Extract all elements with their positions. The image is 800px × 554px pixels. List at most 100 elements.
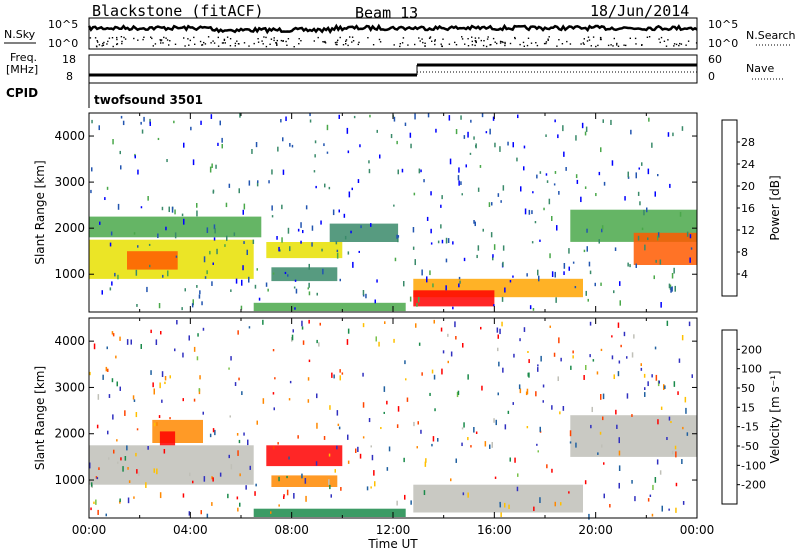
echo-speckle xyxy=(536,443,538,446)
echo-speckle xyxy=(538,275,540,282)
echo-speckle xyxy=(143,116,145,122)
echo-speckle xyxy=(455,129,458,135)
echo-speckle xyxy=(617,322,620,328)
echo-speckle xyxy=(117,274,119,280)
echo-speckle xyxy=(237,330,239,335)
noise-search-point xyxy=(474,37,477,39)
noise-search-point xyxy=(673,43,676,45)
echo-speckle xyxy=(161,399,163,403)
echo-speckle xyxy=(412,246,415,250)
echo-band xyxy=(266,445,343,467)
echo-speckle xyxy=(415,323,417,328)
echo-speckle xyxy=(210,114,213,119)
noise-search-point xyxy=(103,41,105,44)
echo-speckle xyxy=(465,164,467,168)
noise-search-point xyxy=(257,38,259,40)
echo-speckle xyxy=(322,268,324,275)
echo-speckle xyxy=(344,235,347,240)
echo-speckle xyxy=(661,505,663,512)
echo-speckle xyxy=(461,427,464,430)
echo-speckle xyxy=(618,437,620,444)
echo-speckle xyxy=(426,216,429,221)
echo-speckle xyxy=(111,281,113,286)
echo-speckle xyxy=(329,405,331,410)
noise-search-point xyxy=(471,40,473,43)
noise-search-point xyxy=(162,42,164,44)
noise-search-point xyxy=(287,38,290,40)
noise-search-point xyxy=(399,43,401,45)
echo-speckle xyxy=(470,119,472,123)
echo-speckle xyxy=(509,280,512,283)
echo-speckle xyxy=(330,494,332,498)
noise-search-point xyxy=(379,41,382,43)
noise-search-point xyxy=(402,37,405,39)
echo-speckle xyxy=(272,272,275,275)
echo-speckle xyxy=(97,509,99,515)
echo-speckle xyxy=(318,342,320,347)
echo-speckle xyxy=(562,406,565,411)
noise-search-point xyxy=(300,40,302,42)
echo-speckle xyxy=(350,230,352,234)
x-tick-label: 20:00 xyxy=(578,523,613,537)
echo-speckle xyxy=(598,171,601,176)
noise-search-point xyxy=(588,39,591,41)
echo-speckle xyxy=(458,167,460,173)
echo-speckle xyxy=(98,467,100,471)
noise-search-point xyxy=(424,42,426,44)
noise-search-point xyxy=(160,42,162,44)
echo-band xyxy=(253,302,406,312)
echo-speckle xyxy=(672,132,674,137)
echo-band xyxy=(271,267,338,282)
noise-search-point xyxy=(334,41,337,44)
echo-speckle xyxy=(457,175,460,181)
echo-speckle xyxy=(140,121,142,125)
echo-speckle xyxy=(520,186,522,192)
echo-speckle xyxy=(626,356,628,359)
echo-speckle xyxy=(423,179,425,183)
echo-speckle xyxy=(688,321,691,327)
noise-search-point xyxy=(442,38,444,40)
echo-speckle xyxy=(192,159,195,166)
echo-speckle xyxy=(480,326,482,330)
echo-speckle xyxy=(512,402,514,405)
noise-search-point xyxy=(499,40,502,43)
echo-speckle xyxy=(396,140,398,145)
echo-speckle xyxy=(255,483,257,487)
velocity-colorbar-tick-label: -100 xyxy=(741,459,766,472)
x-axis-label: Time UT xyxy=(367,537,418,551)
echo-speckle xyxy=(611,355,614,360)
echo-speckle xyxy=(274,377,276,380)
echo-speckle xyxy=(666,320,669,326)
noise-search-point xyxy=(561,43,564,45)
echo-speckle xyxy=(553,352,556,357)
echo-speckle xyxy=(633,334,635,339)
noise-search-point xyxy=(203,41,205,44)
echo-speckle xyxy=(539,497,541,504)
echo-speckle xyxy=(196,285,198,288)
noise-search-point xyxy=(613,37,615,40)
echo-speckle xyxy=(644,244,646,251)
echo-speckle xyxy=(674,445,677,450)
echo-speckle xyxy=(384,321,386,324)
noise-search-point xyxy=(212,40,214,42)
x-tick-label: 00:00 xyxy=(72,523,107,537)
noise-search-point xyxy=(210,42,212,44)
echo-speckle xyxy=(214,429,216,436)
echo-speckle xyxy=(585,365,587,371)
echo-speckle xyxy=(689,234,692,239)
echo-speckle xyxy=(493,418,495,423)
echo-speckle xyxy=(383,411,385,414)
echo-speckle xyxy=(406,397,409,402)
echo-speckle xyxy=(119,498,121,502)
echo-speckle xyxy=(126,445,128,451)
echo-speckle xyxy=(289,380,292,384)
echo-speckle xyxy=(230,289,232,292)
echo-speckle xyxy=(158,415,161,419)
echo-speckle xyxy=(651,513,654,517)
echo-speckle xyxy=(463,135,466,139)
echo-speckle xyxy=(213,224,216,230)
noise-search-point xyxy=(648,36,651,38)
echo-speckle xyxy=(634,496,636,502)
echo-speckle xyxy=(563,263,566,269)
echo-speckle xyxy=(404,360,406,365)
